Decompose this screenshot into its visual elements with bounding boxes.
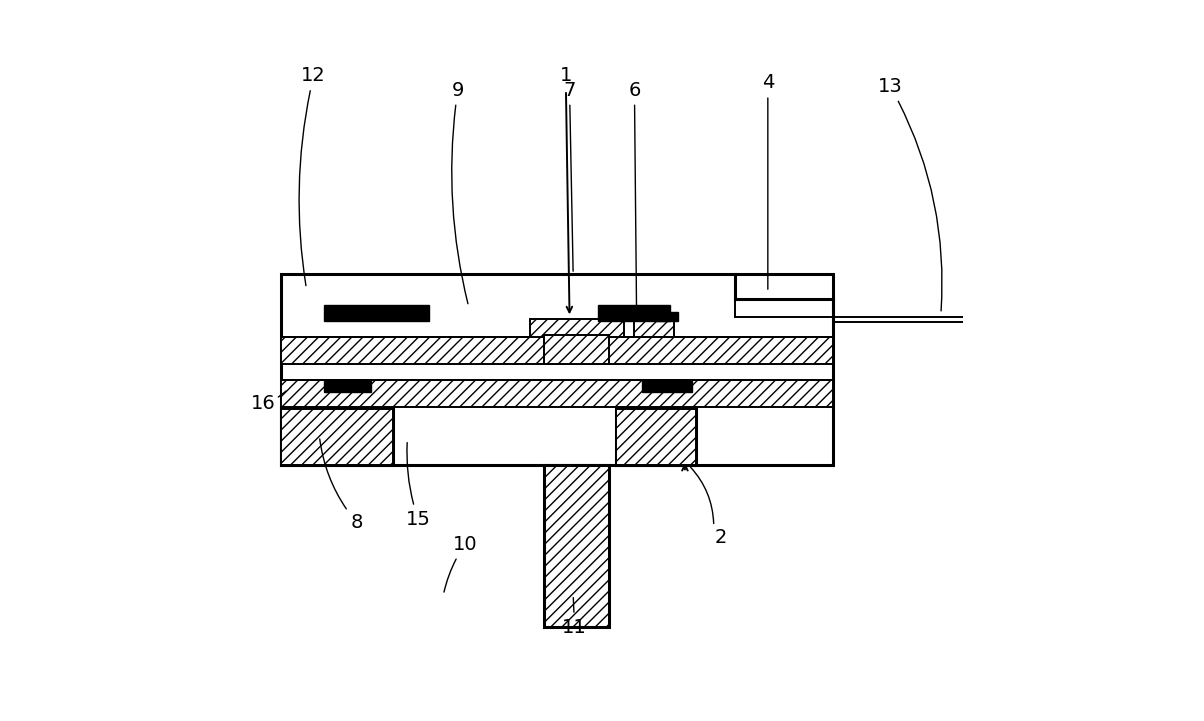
Text: 7: 7: [563, 81, 576, 271]
Text: 9: 9: [452, 81, 468, 304]
Bar: [324, 381, 371, 392]
Text: 8: 8: [320, 439, 364, 532]
Bar: [544, 335, 609, 364]
Bar: [282, 409, 393, 465]
Bar: [616, 407, 696, 465]
Bar: [616, 409, 696, 465]
Bar: [282, 380, 833, 407]
Text: 15: 15: [406, 443, 431, 528]
Bar: [282, 407, 393, 465]
Bar: [530, 319, 624, 337]
Text: 11: 11: [562, 598, 588, 637]
Text: 13: 13: [878, 77, 942, 311]
Bar: [544, 465, 609, 627]
Text: 4: 4: [762, 74, 774, 289]
Bar: [324, 305, 429, 321]
Bar: [282, 274, 833, 465]
Bar: [282, 337, 833, 364]
Text: 6: 6: [628, 81, 641, 314]
Text: 2: 2: [715, 528, 727, 547]
Bar: [598, 305, 671, 321]
Text: 16: 16: [250, 394, 276, 413]
Text: 12: 12: [299, 66, 326, 286]
Text: 10: 10: [444, 535, 477, 592]
Bar: [642, 381, 692, 392]
Bar: [656, 312, 678, 321]
Text: 1: 1: [560, 66, 572, 85]
Bar: [635, 321, 674, 337]
